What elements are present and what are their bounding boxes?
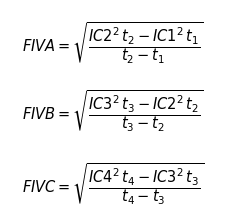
Text: $FIVC = \sqrt{\dfrac{IC4^2\,t_4 - IC3^2\,t_3}{t_4 - t_3}}$: $FIVC = \sqrt{\dfrac{IC4^2\,t_4 - IC3^2\… xyxy=(22,162,204,207)
Text: $FIVA = \sqrt{\dfrac{IC2^2\,t_2 - IC1^2\,t_1}{t_2 - t_1}}$: $FIVA = \sqrt{\dfrac{IC2^2\,t_2 - IC1^2\… xyxy=(22,20,204,66)
Text: $FIVB = \sqrt{\dfrac{IC3^2\,t_3 - IC2^2\,t_2}{t_3 - t_2}}$: $FIVB = \sqrt{\dfrac{IC3^2\,t_3 - IC2^2\… xyxy=(22,89,204,134)
